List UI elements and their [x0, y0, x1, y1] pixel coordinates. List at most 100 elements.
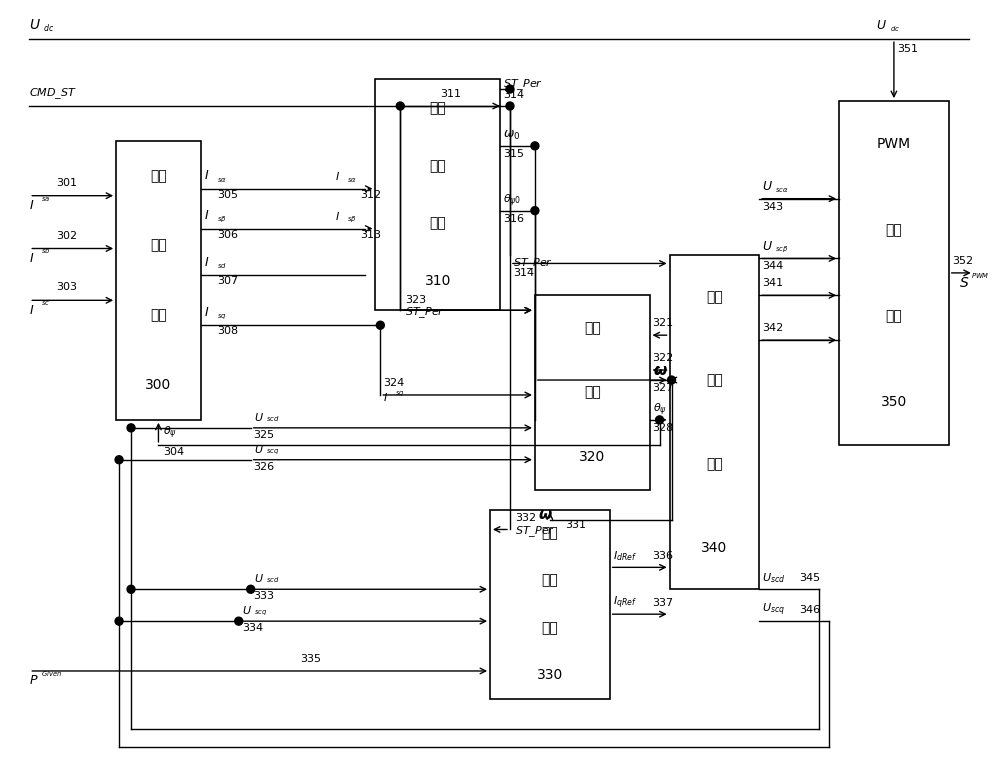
- Text: 308: 308: [217, 326, 238, 336]
- Circle shape: [115, 456, 123, 464]
- Circle shape: [531, 206, 539, 215]
- Text: $_{sd}$: $_{sd}$: [217, 261, 227, 271]
- Text: 313: 313: [360, 230, 381, 240]
- Text: $U$: $U$: [762, 240, 773, 253]
- Circle shape: [531, 142, 539, 150]
- Text: 346: 346: [799, 605, 820, 615]
- Bar: [116, 141, 201, 420]
- Text: $_{s\alpha}$: $_{s\alpha}$: [347, 175, 357, 185]
- Text: $_{scd}$: $_{scd}$: [266, 575, 279, 585]
- Text: 322: 322: [653, 353, 674, 363]
- Circle shape: [235, 617, 243, 625]
- Text: 314: 314: [513, 268, 534, 278]
- Text: $\theta_{\psi}$: $\theta_{\psi}$: [163, 424, 177, 441]
- Text: $I$: $I$: [204, 306, 209, 318]
- Text: $_{PWM}$: $_{PWM}$: [971, 271, 989, 281]
- Text: $\theta_{\psi}$: $\theta_{\psi}$: [653, 402, 667, 418]
- Text: 312: 312: [360, 189, 382, 199]
- Text: $P$: $P$: [29, 674, 39, 687]
- Text: 340: 340: [701, 540, 728, 554]
- Text: $\theta_{\psi 0}$: $\theta_{\psi 0}$: [503, 192, 521, 209]
- Text: $I$: $I$: [335, 170, 340, 182]
- Circle shape: [127, 424, 135, 432]
- Text: 计算: 计算: [150, 308, 167, 322]
- Text: $ST\_Per$: $ST\_Per$: [515, 524, 555, 539]
- Text: 320: 320: [579, 450, 605, 465]
- Text: 343: 343: [762, 202, 783, 212]
- Circle shape: [247, 585, 255, 593]
- Text: $I$: $I$: [29, 304, 35, 317]
- Text: 计算: 计算: [541, 621, 558, 635]
- Text: $_{scq}$: $_{scq}$: [254, 607, 267, 617]
- Text: 311: 311: [440, 89, 461, 99]
- Bar: [535, 295, 650, 489]
- Text: $U$: $U$: [254, 411, 264, 423]
- Text: 350: 350: [881, 395, 907, 409]
- Text: $U$: $U$: [254, 572, 264, 584]
- Text: 351: 351: [897, 44, 918, 54]
- Bar: [490, 509, 610, 699]
- Text: 331: 331: [565, 519, 586, 530]
- Text: $_{scd}$: $_{scd}$: [266, 414, 279, 424]
- Text: 332: 332: [515, 512, 536, 523]
- Text: 330: 330: [537, 668, 563, 683]
- Text: 304: 304: [163, 447, 185, 457]
- Text: $_{scq}$: $_{scq}$: [266, 446, 279, 456]
- Text: 307: 307: [217, 277, 238, 286]
- Text: $CMD\_ST$: $CMD\_ST$: [29, 87, 77, 101]
- Text: $_{dc}$: $_{dc}$: [43, 23, 54, 36]
- Text: $\omega_0$: $\omega_0$: [503, 129, 520, 142]
- Text: 锁相: 锁相: [584, 386, 601, 400]
- Text: 306: 306: [217, 230, 238, 240]
- Circle shape: [656, 416, 664, 424]
- Text: $U$: $U$: [876, 19, 887, 32]
- Text: $I$: $I$: [29, 252, 35, 265]
- Text: 300: 300: [145, 378, 172, 392]
- Text: 闭环: 闭环: [706, 373, 723, 387]
- Text: $_{Given}$: $_{Given}$: [41, 669, 63, 679]
- Circle shape: [396, 102, 404, 110]
- Text: 328: 328: [653, 423, 674, 433]
- Text: $U$: $U$: [242, 604, 252, 616]
- Text: 321: 321: [653, 318, 674, 329]
- Text: $_{s\beta}$: $_{s\beta}$: [347, 214, 357, 225]
- Text: 电流: 电流: [150, 239, 167, 253]
- Text: $U_{scq}$: $U_{scq}$: [762, 602, 785, 618]
- Text: 327: 327: [653, 383, 674, 393]
- Text: 337: 337: [653, 598, 674, 608]
- Text: 初始: 初始: [429, 101, 446, 115]
- Text: $_{sc\beta}$: $_{sc\beta}$: [775, 244, 789, 254]
- Text: $ST\_Per$: $ST\_Per$: [405, 305, 445, 320]
- Text: 333: 333: [254, 591, 275, 601]
- Text: $I$: $I$: [335, 209, 340, 222]
- Text: $\boldsymbol{\omega}$: $\boldsymbol{\omega}$: [538, 507, 553, 522]
- Text: $_{s\alpha}$: $_{s\alpha}$: [217, 175, 227, 185]
- Text: 344: 344: [762, 261, 784, 271]
- Text: 305: 305: [217, 189, 238, 199]
- Text: 303: 303: [56, 282, 77, 292]
- Circle shape: [668, 376, 676, 384]
- Text: 控制: 控制: [706, 457, 723, 471]
- Text: $ST\_Per$: $ST\_Per$: [503, 77, 543, 93]
- Text: 电流: 电流: [706, 290, 723, 305]
- Text: 334: 334: [242, 623, 263, 633]
- Text: 策略: 策略: [886, 309, 902, 323]
- Text: 301: 301: [56, 178, 77, 188]
- Text: $S$: $S$: [959, 276, 969, 290]
- Text: 定子: 定子: [150, 169, 167, 182]
- Text: $_{dc}$: $_{dc}$: [890, 24, 900, 34]
- Circle shape: [115, 617, 123, 625]
- Text: $I_{qRef}$: $I_{qRef}$: [613, 595, 637, 611]
- Circle shape: [127, 585, 135, 593]
- Text: $U_{scd}$: $U_{scd}$: [762, 571, 786, 585]
- Text: $_{sq}$: $_{sq}$: [217, 312, 226, 322]
- Bar: [375, 79, 500, 310]
- Text: $_{sb}$: $_{sb}$: [41, 247, 51, 257]
- Text: 326: 326: [254, 461, 275, 472]
- Text: 325: 325: [254, 430, 275, 440]
- Text: 磁链: 磁链: [584, 321, 601, 335]
- Text: $I$: $I$: [204, 209, 209, 222]
- Text: $U$: $U$: [29, 19, 41, 32]
- Circle shape: [506, 102, 514, 110]
- Text: 电流: 电流: [541, 574, 558, 587]
